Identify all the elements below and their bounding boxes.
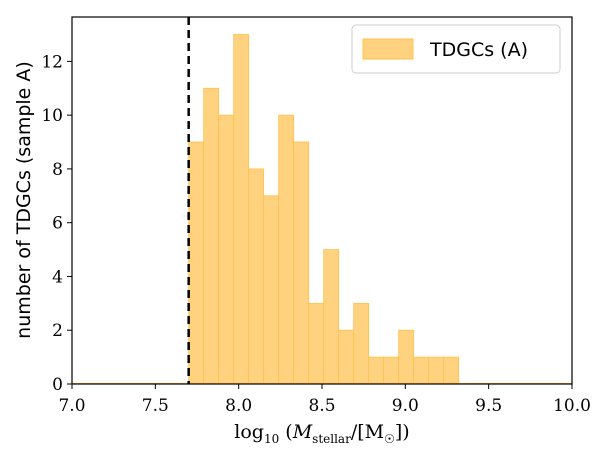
x-tick-label: 10.0 — [553, 396, 591, 416]
histogram-bar — [398, 329, 415, 385]
histogram-bar — [353, 302, 370, 385]
x-tick-label: 7.5 — [142, 396, 169, 416]
legend: TDGCs (A) — [351, 24, 561, 74]
histogram-bar — [338, 329, 355, 385]
y-tick-label: 6 — [52, 214, 63, 234]
y-tick-label: 2 — [52, 321, 63, 341]
histogram-bar — [368, 356, 385, 385]
legend-label: TDGCs (A) — [429, 39, 528, 61]
histogram-bar — [278, 114, 295, 385]
histogram-bar — [293, 141, 310, 385]
x-tick-label: 9.0 — [392, 396, 419, 416]
histogram-bars — [72, 34, 572, 385]
y-tick-label: 10 — [41, 106, 63, 126]
histogram-bar — [248, 168, 265, 385]
x-axis-ticks: 7.0 7.5 8.0 8.5 9.0 9.5 10.0 — [58, 384, 591, 416]
histogram-bar — [263, 195, 280, 385]
y-tick-label: 8 — [52, 160, 63, 180]
x-tick-label: 8.5 — [308, 396, 335, 416]
x-axis-label: log10 (Mstellar/[M☉]) — [234, 421, 409, 446]
histogram-bar — [413, 356, 430, 385]
y-axis-label: number of TDGCs (sample A) — [13, 61, 35, 339]
histogram-bar — [203, 87, 220, 385]
histogram-bar — [218, 114, 235, 385]
y-tick-label: 0 — [52, 375, 63, 395]
y-tick-label: 12 — [41, 52, 63, 72]
legend-box — [351, 24, 561, 74]
y-tick-label: 4 — [52, 267, 63, 287]
histogram-bar — [188, 141, 205, 385]
histogram-bar — [428, 356, 445, 385]
histogram-bar — [233, 34, 250, 385]
x-tick-label: 8.0 — [225, 396, 252, 416]
legend-swatch — [362, 38, 414, 60]
histogram-bar — [443, 356, 460, 385]
histogram-bar — [323, 249, 340, 385]
histogram-bar — [308, 302, 325, 385]
histogram-bar — [383, 356, 400, 385]
y-axis-ticks: 0 2 4 6 8 10 12 — [41, 52, 72, 395]
x-tick-label: 9.5 — [475, 396, 502, 416]
x-tick-label: 7.0 — [58, 396, 85, 416]
